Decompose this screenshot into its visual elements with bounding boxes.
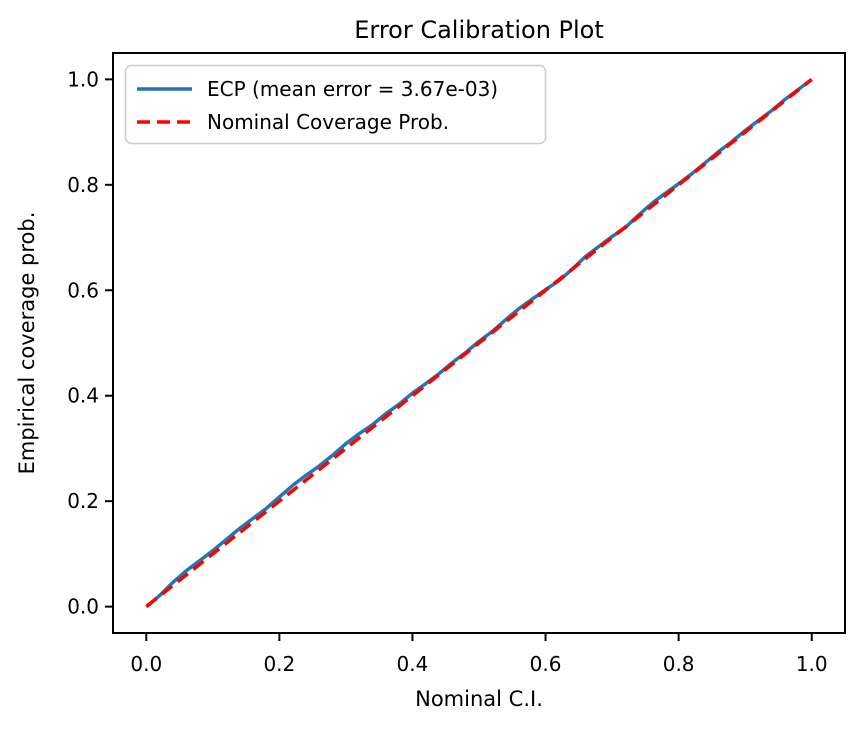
y-tick-label: 0.0 bbox=[67, 595, 99, 619]
legend-label-ecp: ECP (mean error = 3.67e-03) bbox=[207, 77, 498, 101]
x-tick-label: 1.0 bbox=[796, 652, 828, 676]
y-axis-label: Empirical coverage prob. bbox=[15, 212, 39, 475]
x-tick-label: 0.8 bbox=[663, 652, 695, 676]
x-axis-label: Nominal C.I. bbox=[415, 687, 543, 711]
x-axis-ticks: 0.0 0.2 0.4 0.6 0.8 1.0 bbox=[130, 633, 828, 676]
legend-box bbox=[124, 64, 547, 145]
legend-label-nominal: Nominal Coverage Prob. bbox=[207, 110, 449, 134]
chart-title: Error Calibration Plot bbox=[354, 16, 604, 44]
x-tick-label: 0.4 bbox=[397, 652, 429, 676]
y-tick-label: 1.0 bbox=[67, 67, 99, 91]
y-axis-ticks: 0.0 0.2 0.4 0.6 0.8 1.0 bbox=[67, 67, 113, 619]
x-tick-label: 0.2 bbox=[263, 652, 295, 676]
series-layer bbox=[145, 78, 813, 608]
nominal-coverage-line bbox=[145, 78, 813, 608]
y-tick-label: 0.8 bbox=[67, 173, 99, 197]
axes-frame bbox=[112, 52, 846, 634]
y-tick-label: 0.4 bbox=[67, 384, 99, 408]
x-tick-label: 0.6 bbox=[530, 652, 562, 676]
y-tick-label: 0.2 bbox=[67, 489, 99, 513]
y-tick-label: 0.6 bbox=[67, 278, 99, 302]
legend: ECP (mean error = 3.67e-03) Nominal Cove… bbox=[124, 64, 547, 145]
x-tick-label: 0.0 bbox=[130, 652, 162, 676]
